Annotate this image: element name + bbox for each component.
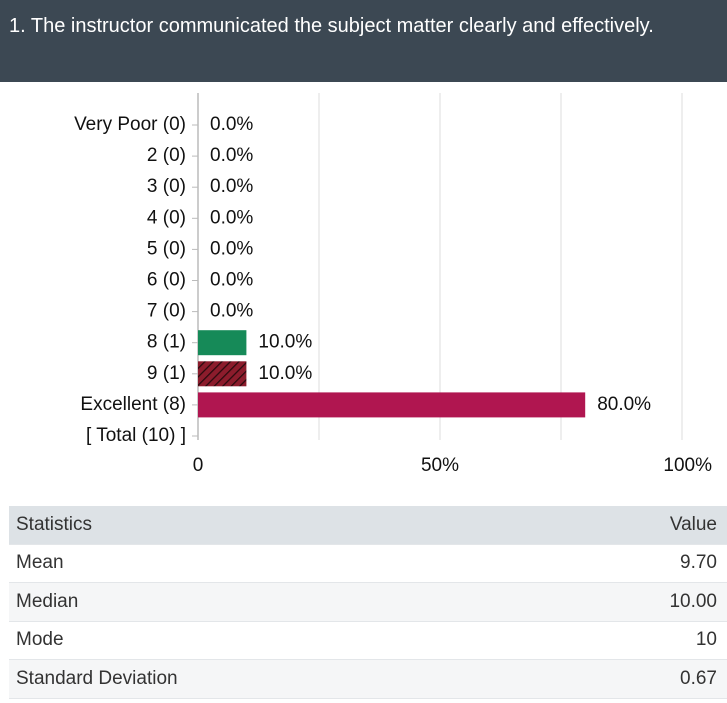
cell: 0.67 bbox=[680, 667, 717, 689]
y-tick-label: 9 (1) bbox=[147, 363, 186, 384]
chart: 0 50% 100% Very Poor (0) 0.0% 2 (0) 0.0% 3 (0) 0… bbox=[74, 93, 712, 476]
bar bbox=[198, 361, 247, 387]
y-tick-label: 8 (1) bbox=[147, 332, 186, 353]
question-title: 1. The instructor communicated the subje… bbox=[9, 15, 654, 37]
x-tick-label: 0 bbox=[193, 455, 204, 476]
column-header: Value bbox=[669, 513, 717, 535]
y-tick-label: [ Total (10) ] bbox=[86, 425, 186, 446]
cell: 9.70 bbox=[680, 552, 717, 574]
table-row: Median 10.00 bbox=[9, 583, 727, 622]
x-tick-label: 50% bbox=[421, 455, 459, 476]
cell: Median bbox=[16, 590, 79, 612]
question-header: 1. The instructor communicated the subje… bbox=[0, 0, 727, 82]
cell: Mean bbox=[16, 552, 64, 574]
y-tick-label: Very Poor (0) bbox=[74, 114, 186, 135]
value-label: 10.0% bbox=[258, 332, 312, 353]
value-label: 0.0% bbox=[210, 270, 253, 291]
cell: Mode bbox=[16, 629, 64, 651]
y-tick-label: 2 (0) bbox=[147, 145, 186, 166]
value-label: 0.0% bbox=[210, 114, 253, 135]
y-tick-label: Excellent (8) bbox=[80, 394, 186, 415]
y-tick-label: 6 (0) bbox=[147, 270, 186, 291]
table-row: Standard Deviation 0.67 bbox=[9, 660, 727, 699]
y-tick-label: 4 (0) bbox=[147, 207, 186, 228]
value-label: 80.0% bbox=[597, 394, 651, 415]
bar bbox=[198, 330, 247, 356]
y-tick-label: 7 (0) bbox=[147, 301, 186, 322]
bar bbox=[198, 392, 586, 418]
table-row: Mode 10 bbox=[9, 622, 727, 660]
y-tick-label: 3 (0) bbox=[147, 176, 186, 197]
value-label: 0.0% bbox=[210, 145, 253, 166]
value-label: 0.0% bbox=[210, 207, 253, 228]
value-label: 0.0% bbox=[210, 176, 253, 197]
x-tick-label: 100% bbox=[663, 455, 712, 476]
value-label: 0.0% bbox=[210, 238, 253, 259]
y-tick-label: 5 (0) bbox=[147, 238, 186, 259]
statistics-table: Statistics Value Mean 9.70 Median 10.00 Mod… bbox=[9, 506, 727, 699]
table-row: Mean 9.70 bbox=[9, 545, 727, 583]
cell: 10.00 bbox=[669, 590, 717, 612]
column-header: Statistics bbox=[16, 513, 93, 535]
cell: 10 bbox=[695, 629, 717, 651]
value-label: 10.0% bbox=[258, 363, 312, 384]
cell: Standard Deviation bbox=[16, 667, 178, 689]
table-header: Statistics Value bbox=[9, 506, 727, 545]
value-label: 0.0% bbox=[210, 301, 253, 322]
